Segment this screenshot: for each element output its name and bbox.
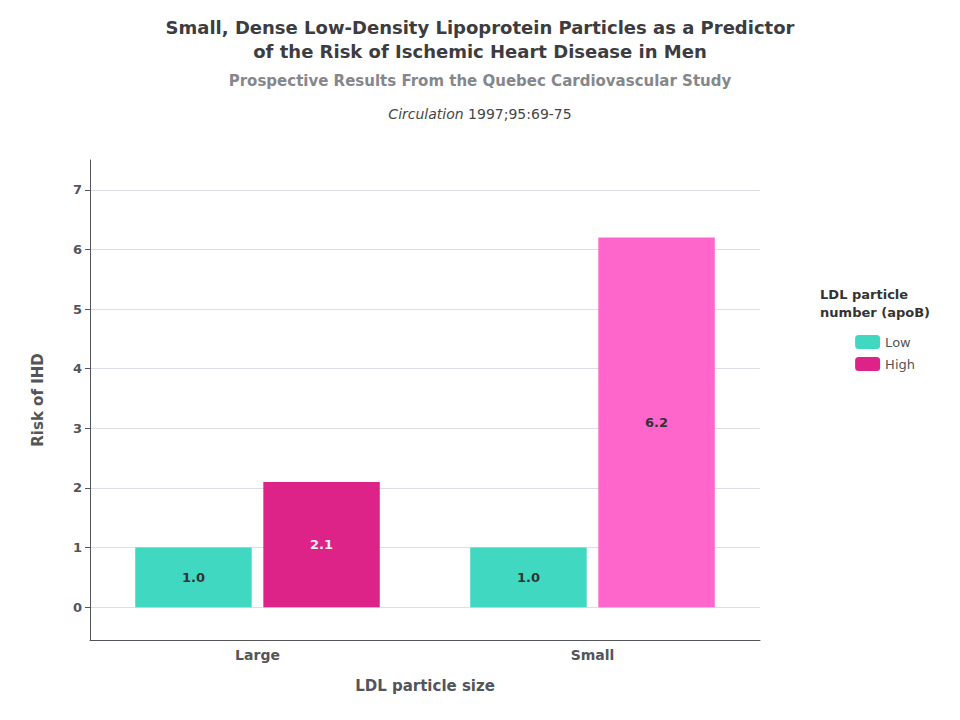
- svg-text:Small: Small: [571, 647, 615, 663]
- svg-text:1.0: 1.0: [517, 570, 540, 585]
- svg-text:1997;95:69-75: 1997;95:69-75: [464, 106, 572, 122]
- svg-text:0: 0: [73, 600, 82, 615]
- svg-text:High: High: [885, 357, 915, 372]
- svg-text:5: 5: [73, 302, 82, 317]
- svg-text:Risk of IHD: Risk of IHD: [29, 353, 47, 446]
- svg-text:4: 4: [73, 361, 82, 376]
- svg-text:LDL particle size: LDL particle size: [355, 677, 495, 695]
- svg-text:2: 2: [73, 480, 82, 495]
- svg-text:6: 6: [73, 242, 82, 257]
- svg-text:6.2: 6.2: [645, 415, 668, 430]
- svg-text:LDL particle: LDL particle: [820, 287, 908, 302]
- svg-text:Large: Large: [235, 647, 280, 663]
- svg-text:Small, Dense Low-Density Lipop: Small, Dense Low-Density Lipoprotein Par…: [166, 17, 795, 38]
- svg-text:number (apoB): number (apoB): [820, 305, 930, 320]
- svg-text:Low: Low: [885, 335, 911, 350]
- svg-text:1: 1: [73, 540, 82, 555]
- svg-text:2.1: 2.1: [310, 537, 333, 552]
- svg-text:Prospective Results From the Q: Prospective Results From the Quebec Card…: [229, 72, 732, 90]
- svg-text:1.0: 1.0: [182, 570, 205, 585]
- svg-text:7: 7: [73, 182, 82, 197]
- svg-text:3: 3: [73, 421, 82, 436]
- svg-text:of the Risk of Ischemic Heart: of the Risk of Ischemic Heart Disease in…: [253, 41, 707, 62]
- svg-text:Circulation: Circulation: [388, 106, 463, 122]
